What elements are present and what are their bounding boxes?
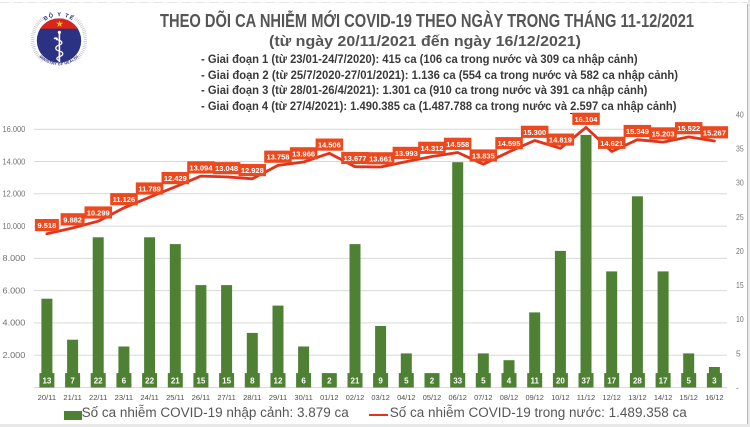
svg-text:12.928: 12.928 <box>241 166 264 175</box>
svg-text:35: 35 <box>736 144 744 154</box>
svg-text:2: 2 <box>327 376 332 385</box>
svg-text:26/11: 26/11 <box>192 393 210 402</box>
svg-text:09/12: 09/12 <box>526 393 544 402</box>
svg-text:14/12: 14/12 <box>654 393 672 402</box>
svg-text:28/11: 28/11 <box>243 393 261 402</box>
svg-text:13.758: 13.758 <box>267 153 290 162</box>
svg-text:11: 11 <box>530 376 539 385</box>
svg-text:4: 4 <box>507 376 512 385</box>
svg-text:12/12: 12/12 <box>603 393 621 402</box>
svg-text:14.000: 14.000 <box>3 157 26 166</box>
svg-text:27/11: 27/11 <box>217 393 235 402</box>
svg-text:17: 17 <box>659 376 668 385</box>
svg-text:15/12: 15/12 <box>680 393 698 402</box>
svg-text:BỘ Y TẾ: BỘ Y TẾ <box>42 11 75 23</box>
svg-text:14.621: 14.621 <box>600 139 623 148</box>
svg-text:16/12: 16/12 <box>705 393 723 402</box>
svg-text:13: 13 <box>42 376 51 385</box>
svg-text:11.126: 11.126 <box>113 195 136 204</box>
svg-text:22: 22 <box>145 376 154 385</box>
svg-text:15.300: 15.300 <box>523 128 546 137</box>
svg-text:11/12: 11/12 <box>577 393 595 402</box>
svg-text:6: 6 <box>122 376 127 385</box>
svg-text:16.000: 16.000 <box>3 125 26 134</box>
svg-text:15.349: 15.349 <box>626 127 649 136</box>
svg-text:03/12: 03/12 <box>371 393 389 402</box>
svg-text:30/11: 30/11 <box>294 393 312 402</box>
svg-text:5: 5 <box>481 376 486 385</box>
svg-text:5: 5 <box>736 348 741 358</box>
svg-text:40: 40 <box>736 109 744 119</box>
svg-text:05/12: 05/12 <box>423 393 441 402</box>
svg-text:5: 5 <box>686 376 691 385</box>
svg-text:15: 15 <box>196 376 205 385</box>
svg-text:13.094: 13.094 <box>189 163 213 172</box>
svg-text:15.203: 15.203 <box>652 129 675 138</box>
svg-text:6.000: 6.000 <box>3 286 27 295</box>
svg-text:14.312: 14.312 <box>421 144 444 153</box>
svg-text:8: 8 <box>250 376 255 385</box>
svg-text:17: 17 <box>607 376 616 385</box>
svg-text:24/11: 24/11 <box>140 393 158 402</box>
svg-text:06/12: 06/12 <box>449 393 467 402</box>
svg-text:6: 6 <box>301 376 306 385</box>
svg-text:14.819: 14.819 <box>549 136 572 145</box>
svg-text:13.993: 13.993 <box>395 149 418 158</box>
svg-text:08/12: 08/12 <box>500 393 518 402</box>
svg-text:8.000: 8.000 <box>3 254 27 263</box>
svg-text:20/11: 20/11 <box>38 393 56 402</box>
svg-text:01/12: 01/12 <box>320 393 338 402</box>
svg-text:33: 33 <box>453 376 462 385</box>
svg-text:13.835: 13.835 <box>472 152 495 161</box>
svg-text:28: 28 <box>633 376 642 385</box>
svg-text:3: 3 <box>712 376 717 385</box>
svg-text:12.429: 12.429 <box>164 174 187 183</box>
svg-text:29/11: 29/11 <box>269 393 287 402</box>
svg-text:13.677: 13.677 <box>344 154 367 163</box>
svg-text:20: 20 <box>736 246 744 256</box>
svg-text:37: 37 <box>582 376 591 385</box>
svg-text:25/11: 25/11 <box>166 393 184 402</box>
svg-text:10.000: 10.000 <box>3 222 26 231</box>
svg-text:30: 30 <box>736 178 744 188</box>
svg-text:12: 12 <box>274 376 283 385</box>
svg-text:-: - <box>736 383 739 393</box>
svg-text:9.518: 9.518 <box>38 221 57 230</box>
svg-text:2: 2 <box>430 376 435 385</box>
svg-text:4.000: 4.000 <box>3 319 27 328</box>
svg-text:14.558: 14.558 <box>446 140 469 149</box>
svg-text:10.299: 10.299 <box>87 209 110 218</box>
svg-text:9.882: 9.882 <box>63 215 82 224</box>
svg-text:15.522: 15.522 <box>677 124 700 133</box>
svg-text:15: 15 <box>736 280 744 290</box>
svg-text:15: 15 <box>222 376 231 385</box>
svg-text:14.506: 14.506 <box>318 141 341 150</box>
svg-text:16.104: 16.104 <box>575 115 599 124</box>
svg-text:13/12: 13/12 <box>628 393 646 402</box>
svg-text:20: 20 <box>556 376 565 385</box>
svg-text:25: 25 <box>736 212 744 222</box>
svg-text:14.595: 14.595 <box>498 139 521 148</box>
svg-text:10: 10 <box>736 314 744 324</box>
svg-text:07/12: 07/12 <box>474 393 492 402</box>
svg-text:5: 5 <box>404 376 409 385</box>
svg-text:13.048: 13.048 <box>215 164 238 173</box>
svg-text:9: 9 <box>378 376 383 385</box>
svg-text:21: 21 <box>351 376 360 385</box>
svg-text:02/12: 02/12 <box>346 393 364 402</box>
svg-text:15.267: 15.267 <box>703 128 726 137</box>
svg-text:21: 21 <box>171 376 180 385</box>
svg-text:21/11: 21/11 <box>63 393 81 402</box>
svg-text:22/11: 22/11 <box>89 393 107 402</box>
svg-text:12.000: 12.000 <box>3 190 26 199</box>
svg-text:04/12: 04/12 <box>397 393 415 402</box>
svg-text:23/11: 23/11 <box>115 393 133 402</box>
svg-text:13.966: 13.966 <box>292 149 315 158</box>
svg-text:10/12: 10/12 <box>551 393 569 402</box>
svg-text:22: 22 <box>94 376 103 385</box>
svg-text:13.661: 13.661 <box>369 154 392 163</box>
svg-text:11.789: 11.789 <box>138 185 161 194</box>
svg-text:2.000: 2.000 <box>3 351 27 360</box>
svg-text:7: 7 <box>70 376 75 385</box>
